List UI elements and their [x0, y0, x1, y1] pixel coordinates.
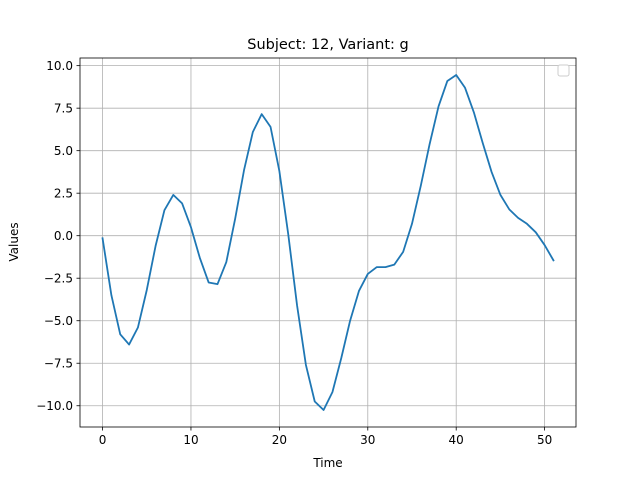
series-line [101, 74, 555, 411]
x-tick-label: 10 [183, 433, 198, 447]
y-tick-label: −7.5 [44, 357, 73, 371]
x-tick-label: 30 [360, 433, 375, 447]
x-axis-label: Time [312, 456, 342, 470]
x-axis-ticks: 0 10 20 30 40 50 [99, 427, 552, 447]
x-tick-label: 0 [99, 433, 107, 447]
y-tick-label: −2.5 [44, 272, 73, 286]
y-tick-label: 5.0 [54, 144, 73, 158]
y-tick-label: 0.0 [54, 229, 73, 243]
x-tick-label: 50 [537, 433, 552, 447]
legend-box [557, 64, 570, 77]
x-tick-label: 20 [272, 433, 287, 447]
grid-lines [80, 58, 576, 427]
series-group [101, 74, 555, 411]
y-axis-ticks: −10.0 −7.5 −5.0 −2.5 0.0 2.5 5.0 7.5 10.0 [36, 59, 80, 413]
y-axis-label: Values [7, 222, 21, 261]
y-tick-label: 2.5 [54, 186, 73, 200]
chart-title: Subject: 12, Variant: g [247, 37, 409, 53]
y-tick-label: −10.0 [36, 399, 73, 413]
y-tick-label: 10.0 [46, 59, 73, 73]
x-tick-label: 40 [449, 433, 464, 447]
y-tick-label: −5.0 [44, 314, 73, 328]
plot-frame [79, 57, 577, 428]
y-tick-label: 7.5 [54, 101, 73, 115]
